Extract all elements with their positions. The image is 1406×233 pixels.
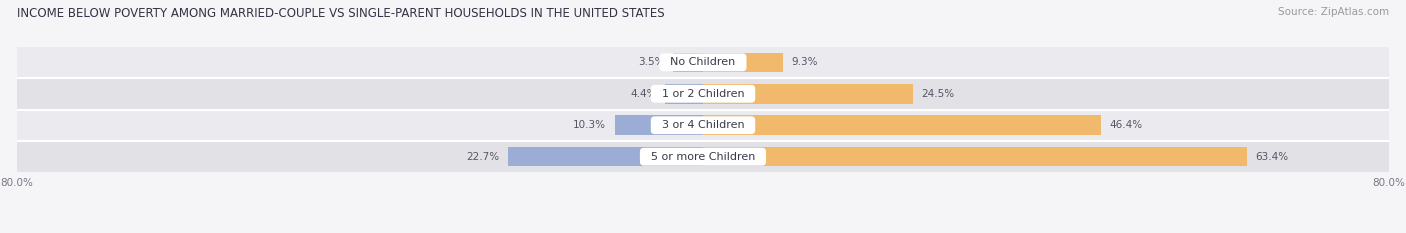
Bar	[17, 78, 1389, 110]
Bar	[665, 84, 703, 103]
Bar	[614, 116, 703, 135]
Bar	[703, 53, 783, 72]
Text: 22.7%: 22.7%	[467, 152, 499, 162]
Bar	[17, 110, 1389, 141]
Bar	[703, 116, 1101, 135]
Text: 46.4%: 46.4%	[1109, 120, 1143, 130]
Bar	[703, 147, 1247, 166]
Text: No Children: No Children	[664, 57, 742, 67]
Text: Source: ZipAtlas.com: Source: ZipAtlas.com	[1278, 7, 1389, 17]
Bar	[17, 141, 1389, 172]
Text: 1 or 2 Children: 1 or 2 Children	[655, 89, 751, 99]
Bar	[703, 84, 912, 103]
Text: 5 or more Children: 5 or more Children	[644, 152, 762, 162]
Text: 3 or 4 Children: 3 or 4 Children	[655, 120, 751, 130]
Bar	[673, 53, 703, 72]
Text: 10.3%: 10.3%	[574, 120, 606, 130]
Text: 3.5%: 3.5%	[638, 57, 665, 67]
Text: 4.4%: 4.4%	[630, 89, 657, 99]
Text: INCOME BELOW POVERTY AMONG MARRIED-COUPLE VS SINGLE-PARENT HOUSEHOLDS IN THE UNI: INCOME BELOW POVERTY AMONG MARRIED-COUPL…	[17, 7, 665, 20]
Text: 24.5%: 24.5%	[922, 89, 955, 99]
Bar	[17, 47, 1389, 78]
Text: 9.3%: 9.3%	[792, 57, 818, 67]
Bar	[509, 147, 703, 166]
Text: 63.4%: 63.4%	[1256, 152, 1288, 162]
